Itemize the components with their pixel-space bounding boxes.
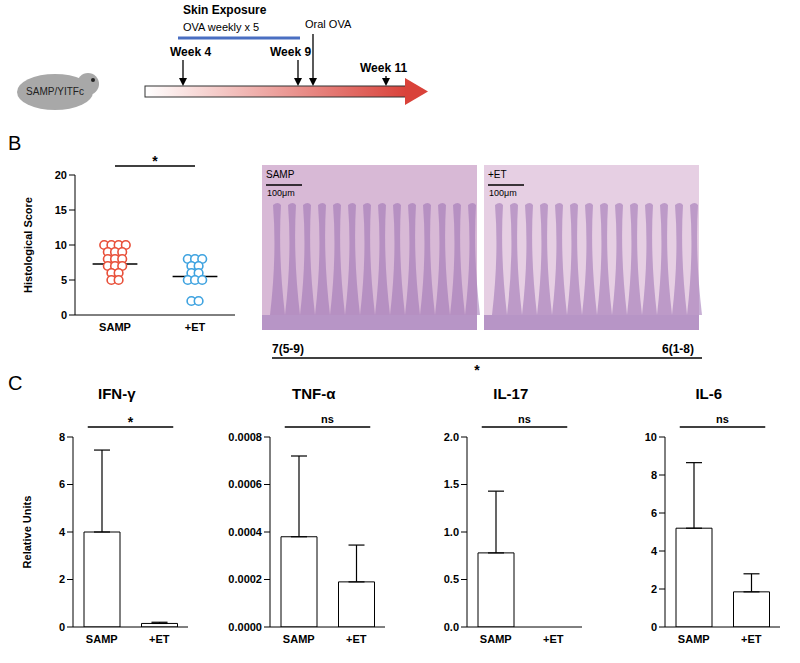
svg-text:2: 2 xyxy=(59,573,65,585)
svg-text:SAMP/YITFc: SAMP/YITFc xyxy=(26,86,84,97)
svg-text:+ET: +ET xyxy=(185,321,206,333)
html-text:IL-6: IL-6 xyxy=(695,385,723,402)
svg-text:6: 6 xyxy=(59,478,65,490)
svg-text:+ET: +ET xyxy=(149,633,170,645)
svg-text:8: 8 xyxy=(59,431,65,443)
svg-text:4: 4 xyxy=(59,526,66,538)
svg-text:0: 0 xyxy=(59,621,65,633)
svg-text:20: 20 xyxy=(55,169,67,181)
svg-text:0.0004: 0.0004 xyxy=(228,526,263,538)
svg-text:0.5: 0.5 xyxy=(444,573,459,585)
svg-text:ns: ns xyxy=(518,413,531,425)
svg-text:Week 11: Week 11 xyxy=(360,61,407,75)
svg-text:+ET: +ET xyxy=(346,633,367,645)
svg-text:SAMP: SAMP xyxy=(266,169,295,180)
svg-text:+ET: +ET xyxy=(488,169,507,180)
svg-text:10: 10 xyxy=(55,239,67,251)
svg-text:SAMP: SAMP xyxy=(678,633,710,645)
svg-text:*: * xyxy=(474,362,480,378)
svg-text:Skin Exposure: Skin Exposure xyxy=(183,3,267,17)
svg-text:100μm: 100μm xyxy=(489,188,517,198)
svg-text:Week 4: Week 4 xyxy=(170,45,211,59)
svg-text:0.0008: 0.0008 xyxy=(228,431,262,443)
svg-text:SAMP: SAMP xyxy=(480,633,512,645)
svg-text:7(5-9): 7(5-9) xyxy=(272,342,304,356)
svg-text:6: 6 xyxy=(651,507,657,519)
svg-text:10: 10 xyxy=(645,431,657,443)
svg-text:1.5: 1.5 xyxy=(444,478,459,490)
html-text:C: C xyxy=(8,372,23,394)
svg-text:0: 0 xyxy=(651,621,657,633)
svg-text:0: 0 xyxy=(61,309,67,321)
svg-text:Week 9: Week 9 xyxy=(270,45,311,59)
svg-text:8: 8 xyxy=(651,469,657,481)
html-text:TNF-α: TNF-α xyxy=(292,385,336,402)
svg-text:6(1-8): 6(1-8) xyxy=(662,342,694,356)
svg-text:+ET: +ET xyxy=(543,633,564,645)
svg-text:5: 5 xyxy=(61,274,67,286)
svg-text:*: * xyxy=(152,153,158,169)
svg-text:Oral OVA: Oral OVA xyxy=(305,18,352,30)
html-text:IL-17: IL-17 xyxy=(493,385,529,402)
svg-text:2.0: 2.0 xyxy=(444,431,459,443)
svg-text:0.0002: 0.0002 xyxy=(228,573,262,585)
svg-text:100μm: 100μm xyxy=(267,188,295,198)
svg-text:SAMP: SAMP xyxy=(99,321,131,333)
svg-text:1.0: 1.0 xyxy=(444,526,459,538)
svg-text:+ET: +ET xyxy=(741,633,762,645)
svg-text:SAMP: SAMP xyxy=(283,633,315,645)
html-text:B: B xyxy=(8,132,22,154)
svg-text:0.0006: 0.0006 xyxy=(228,478,262,490)
svg-text:0.0000: 0.0000 xyxy=(228,621,262,633)
html-text:IFN-γ: IFN-γ xyxy=(98,385,136,402)
svg-text:0.0: 0.0 xyxy=(444,621,459,633)
svg-text:OVA weekly x 5: OVA weekly x 5 xyxy=(183,21,259,33)
svg-text:Relative Units: Relative Units xyxy=(21,496,33,569)
svg-text:ns: ns xyxy=(716,413,729,425)
svg-text:Histological Score: Histological Score xyxy=(22,197,34,293)
svg-text:15: 15 xyxy=(55,204,67,216)
svg-text:2: 2 xyxy=(651,583,657,595)
svg-text:SAMP: SAMP xyxy=(86,633,118,645)
svg-text:*: * xyxy=(128,414,134,430)
svg-text:4: 4 xyxy=(651,545,658,557)
svg-text:ns: ns xyxy=(321,413,334,425)
